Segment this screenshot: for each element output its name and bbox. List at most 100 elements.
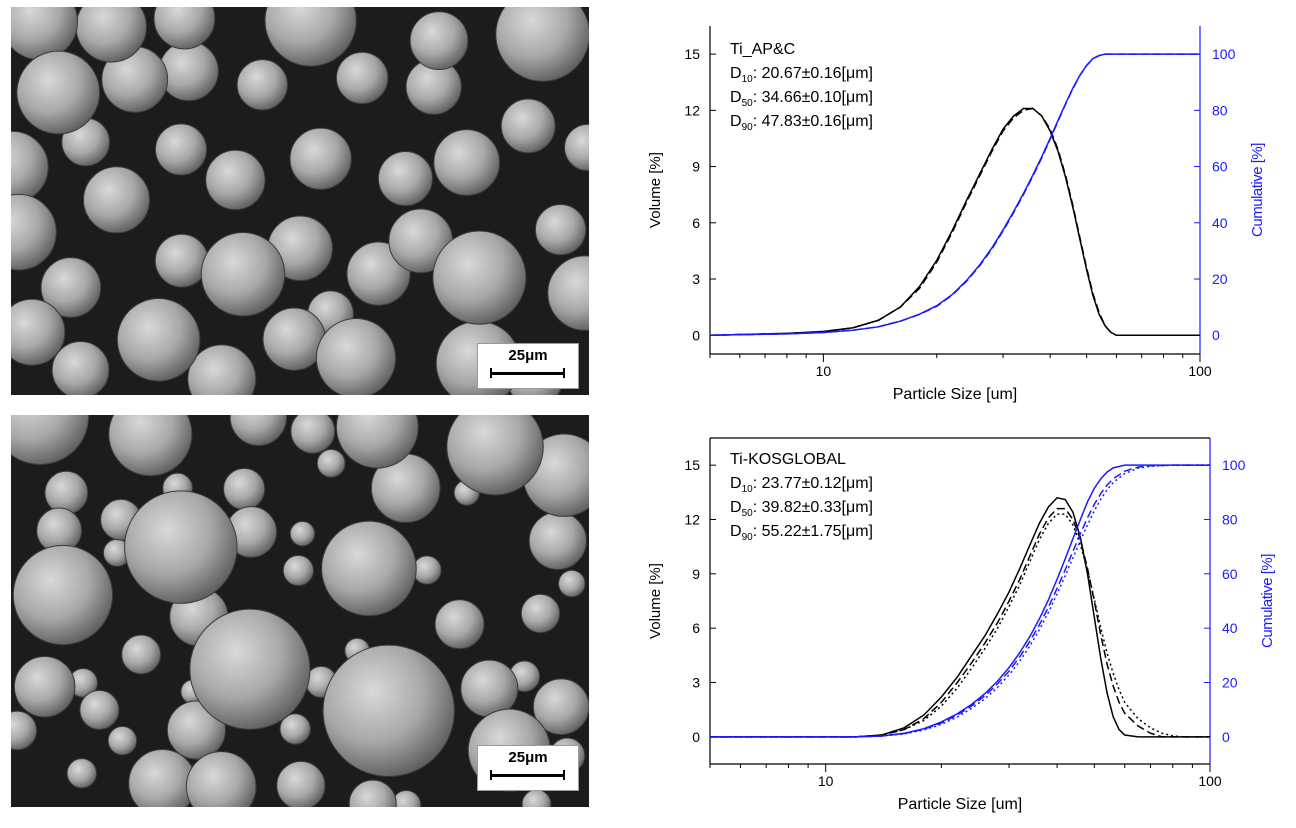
powder-particle (432, 230, 527, 325)
particle-size-stat: D50: 39.82±0.33[μm] (730, 499, 873, 519)
powder-particle (495, 7, 589, 82)
powder-particle (185, 751, 257, 807)
powder-particle (532, 678, 589, 736)
powder-particle (158, 40, 219, 102)
y2-tick-label: 60 (1212, 159, 1228, 175)
psd-chart-ap-c: 0 3 6 9 12 15 0 20 40 60 80 100 10 100 Particle Size [… (647, 26, 1266, 403)
powder-particle (11, 710, 38, 751)
powder-particle (446, 415, 544, 496)
powder-particle (66, 758, 97, 789)
powder-particle (223, 467, 266, 511)
powder-particle (40, 257, 102, 318)
powder-particle (121, 634, 162, 675)
y2-tick-label: 80 (1212, 102, 1228, 118)
powder-particle (187, 344, 257, 395)
powder-particle (16, 50, 101, 135)
powder-particle (564, 123, 589, 172)
powder-particle (229, 415, 288, 446)
x-tick-label: 100 (1188, 363, 1212, 379)
y2-tick-label: 60 (1222, 566, 1238, 582)
powder-particle (534, 204, 587, 256)
powder-particle (44, 470, 89, 515)
volume-series-line (710, 507, 1210, 738)
powder-particle (547, 255, 589, 331)
y-tick-label: 15 (684, 457, 700, 473)
powder-particle (205, 149, 266, 211)
sample-title: Ti-KOSGLOBAL (730, 451, 846, 468)
x-axis-label: Particle Size [um] (898, 796, 1022, 813)
powder-particle (264, 7, 357, 67)
powder-particle (500, 98, 556, 154)
powder-particle (348, 779, 397, 807)
chart-ap-c: 0 3 6 9 12 15 0 20 40 60 80 100 10 100 Particle Size [… (630, 8, 1290, 408)
powder-particle (82, 166, 151, 234)
y2-tick-label: 20 (1212, 271, 1228, 287)
scale-bar-cap-left (490, 770, 492, 780)
powder-particle (289, 127, 352, 190)
y-tick-label: 12 (684, 512, 700, 528)
y2-tick-label: 0 (1212, 327, 1220, 343)
powder-particle (13, 655, 76, 718)
scale-bar (490, 774, 564, 777)
sem-image-kosglobal: 25μm (11, 415, 589, 807)
volume-series-line (710, 513, 1210, 738)
powder-particle (154, 123, 208, 176)
powder-particle (409, 11, 469, 71)
powder-particle (412, 555, 442, 585)
powder-particle (316, 448, 346, 478)
y-axis-label: Volume [%] (647, 152, 664, 228)
powder-particle (79, 689, 120, 730)
powder-particle (12, 544, 114, 646)
powder-particle (433, 129, 501, 196)
y-tick-label: 3 (692, 271, 700, 287)
y-tick-label: 0 (692, 327, 700, 343)
y-tick-label: 0 (692, 729, 700, 745)
cumulative-series-line (710, 464, 1210, 738)
y-axis-label: Volume [%] (647, 563, 664, 639)
powder-particle (236, 59, 288, 111)
powder-particle (108, 415, 193, 477)
chart-kosglobal: 0 3 6 9 12 15 0 20 40 60 80 100 10 100 Particle Size [… (630, 418, 1290, 823)
powder-particle (11, 193, 57, 271)
particle-size-stat: D10: 23.77±0.12[μm] (730, 475, 873, 495)
y2-tick-label: 20 (1222, 675, 1238, 691)
y2-tick-label: 40 (1212, 215, 1228, 231)
powder-particle (520, 593, 561, 634)
sem-particles-kosglobal (11, 415, 589, 807)
y-tick-label: 15 (684, 46, 700, 62)
powder-particle (189, 608, 311, 730)
powder-particle (276, 760, 326, 807)
powder-particle (557, 569, 586, 598)
particle-size-stat: D10: 20.67±0.16[μm] (730, 65, 873, 85)
y-tick-label: 12 (684, 102, 700, 118)
powder-particle (377, 150, 434, 207)
sem-particles-ap-c (11, 7, 589, 395)
powder-particle (153, 7, 216, 50)
volume-series-line (709, 107, 1200, 337)
x-tick-label: 10 (816, 363, 832, 379)
powder-particle (107, 725, 138, 756)
powder-particle (315, 318, 397, 395)
powder-particle (11, 298, 66, 366)
scale-bar (490, 372, 564, 375)
powder-particle (434, 599, 485, 650)
powder-particle (200, 232, 286, 317)
x-axis-label: Particle Size [um] (893, 386, 1017, 403)
y-tick-label: 9 (692, 566, 700, 582)
volume-series-line (710, 496, 1210, 738)
y2-tick-label: 100 (1222, 457, 1246, 473)
powder-particle (528, 511, 587, 570)
powder-particle (322, 644, 455, 777)
powder-particle (321, 520, 417, 617)
y-tick-label: 3 (692, 675, 700, 691)
sem-image-ap-c: 25μm (11, 7, 589, 395)
powder-particle (51, 341, 110, 395)
powder-particle (335, 51, 389, 105)
y-tick-label: 6 (692, 215, 700, 231)
scale-bar-box: 25μm (477, 343, 579, 389)
scale-bar-cap-right (563, 368, 565, 378)
y2-axis-label: Cumulative [%] (1259, 554, 1276, 648)
x-tick-label: 100 (1198, 773, 1222, 789)
particle-size-stat: D90: 47.83±0.16[μm] (730, 113, 873, 133)
powder-particle (282, 554, 315, 587)
